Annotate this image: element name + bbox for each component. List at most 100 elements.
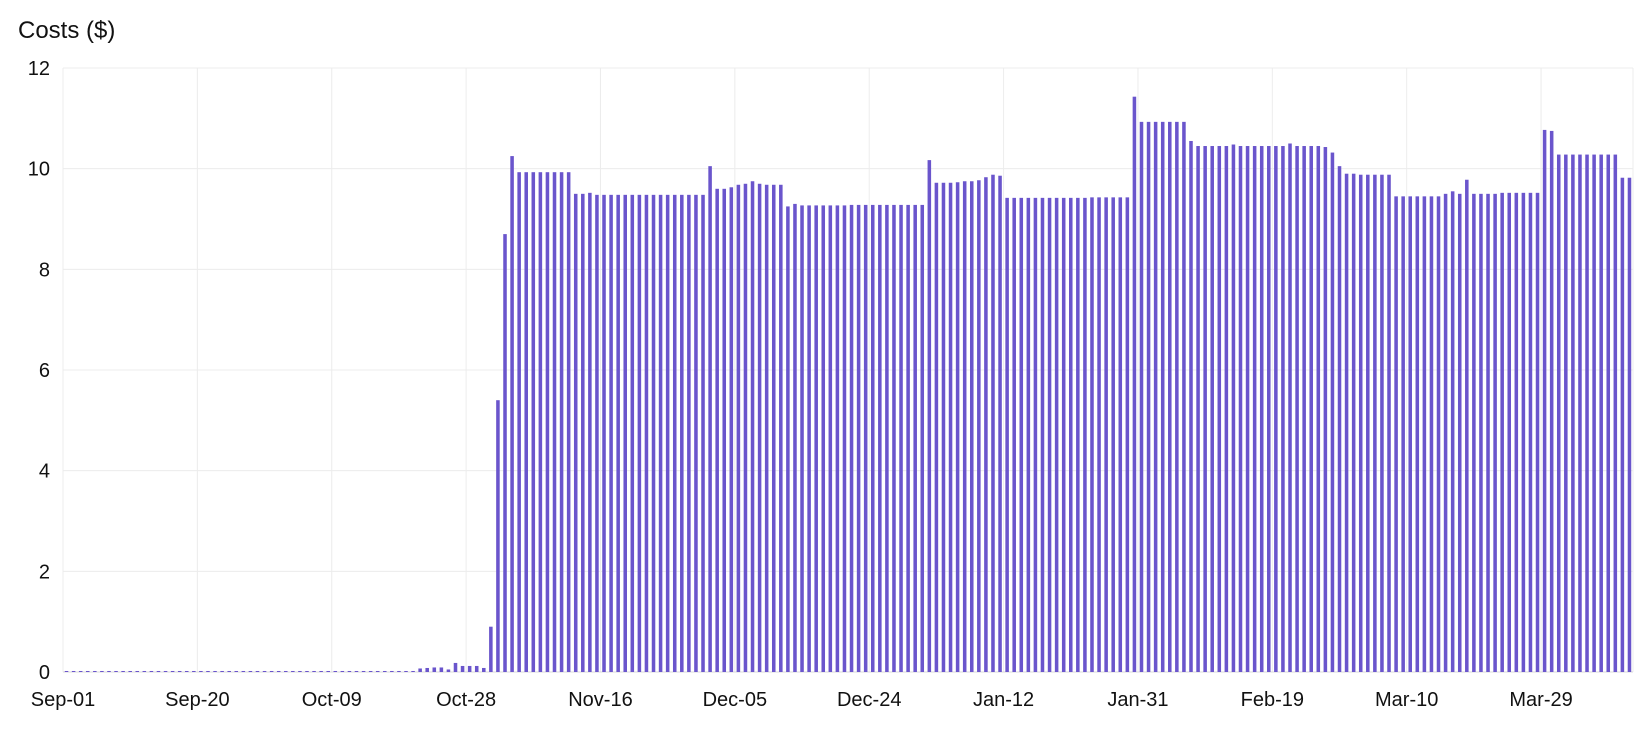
bar[interactable] bbox=[1252, 146, 1257, 672]
bar[interactable] bbox=[538, 172, 543, 672]
bar[interactable] bbox=[665, 194, 670, 672]
bar[interactable] bbox=[573, 193, 578, 672]
bar[interactable] bbox=[984, 177, 988, 672]
bar[interactable] bbox=[517, 172, 521, 672]
bar[interactable] bbox=[948, 182, 953, 672]
bar[interactable] bbox=[503, 234, 507, 672]
bar[interactable] bbox=[1238, 146, 1243, 672]
bar[interactable] bbox=[1585, 154, 1589, 672]
bar[interactable] bbox=[1344, 173, 1349, 672]
bar[interactable] bbox=[1139, 121, 1144, 673]
bar[interactable] bbox=[93, 670, 97, 672]
bar[interactable] bbox=[786, 206, 790, 673]
bar[interactable] bbox=[1189, 140, 1193, 673]
bar[interactable] bbox=[821, 205, 826, 672]
bar[interactable] bbox=[1599, 154, 1603, 672]
bar[interactable] bbox=[1422, 196, 1427, 672]
bar[interactable] bbox=[623, 194, 627, 672]
bar[interactable] bbox=[361, 670, 366, 672]
bar[interactable] bbox=[1613, 154, 1618, 672]
bar[interactable] bbox=[835, 205, 840, 672]
bar[interactable] bbox=[1401, 196, 1405, 672]
bar[interactable] bbox=[326, 670, 330, 672]
bar[interactable] bbox=[524, 172, 528, 672]
bar[interactable] bbox=[856, 204, 861, 672]
bar[interactable] bbox=[1330, 152, 1335, 672]
bar[interactable] bbox=[1316, 146, 1321, 672]
bar[interactable] bbox=[71, 670, 76, 672]
bar[interactable] bbox=[899, 204, 903, 672]
bar[interactable] bbox=[1146, 121, 1151, 673]
bar[interactable] bbox=[241, 670, 246, 672]
bar[interactable] bbox=[1111, 197, 1115, 673]
bar[interactable] bbox=[227, 670, 231, 672]
bar[interactable] bbox=[1047, 197, 1052, 673]
bar[interactable] bbox=[177, 670, 182, 672]
bar[interactable] bbox=[460, 665, 465, 672]
bar[interactable] bbox=[1564, 154, 1568, 672]
bar[interactable] bbox=[1429, 196, 1434, 672]
bar[interactable] bbox=[397, 670, 401, 672]
bar[interactable] bbox=[1394, 196, 1398, 672]
bar[interactable] bbox=[588, 192, 592, 672]
bar[interactable] bbox=[1472, 193, 1476, 672]
bar[interactable] bbox=[1245, 146, 1250, 672]
bar[interactable] bbox=[255, 670, 260, 672]
bar[interactable] bbox=[1231, 144, 1236, 672]
bar[interactable] bbox=[269, 670, 274, 672]
bar[interactable] bbox=[100, 670, 104, 672]
bar[interactable] bbox=[559, 172, 564, 672]
bar[interactable] bbox=[114, 670, 118, 672]
bar[interactable] bbox=[354, 670, 359, 672]
bar[interactable] bbox=[453, 662, 458, 672]
bar[interactable] bbox=[425, 667, 429, 672]
bar[interactable] bbox=[694, 194, 698, 672]
bar[interactable] bbox=[800, 205, 804, 672]
bar[interactable] bbox=[78, 670, 83, 672]
bar[interactable] bbox=[142, 670, 147, 672]
bar[interactable] bbox=[298, 670, 302, 672]
bar[interactable] bbox=[1090, 197, 1094, 673]
bar[interactable] bbox=[913, 204, 917, 672]
bar[interactable] bbox=[991, 174, 995, 672]
bar[interactable] bbox=[1387, 174, 1391, 672]
bar[interactable] bbox=[1408, 196, 1412, 672]
bar[interactable] bbox=[892, 204, 896, 672]
bar[interactable] bbox=[545, 172, 550, 672]
bar[interactable] bbox=[489, 626, 493, 672]
bar[interactable] bbox=[64, 670, 69, 672]
bar[interactable] bbox=[870, 204, 875, 672]
bar[interactable] bbox=[680, 194, 684, 672]
bar[interactable] bbox=[312, 670, 316, 672]
bar[interactable] bbox=[1380, 174, 1384, 672]
bar[interactable] bbox=[1040, 197, 1045, 673]
bar[interactable] bbox=[644, 194, 649, 672]
bar[interactable] bbox=[962, 181, 967, 672]
bar[interactable] bbox=[1620, 177, 1625, 673]
bar[interactable] bbox=[602, 194, 606, 672]
bar[interactable] bbox=[121, 670, 125, 672]
bar[interactable] bbox=[1627, 177, 1632, 673]
bar[interactable] bbox=[1309, 146, 1313, 672]
bar[interactable] bbox=[291, 670, 295, 672]
bar[interactable] bbox=[1019, 197, 1024, 673]
bar[interactable] bbox=[630, 194, 635, 672]
bar[interactable] bbox=[807, 205, 811, 672]
bar[interactable] bbox=[764, 184, 769, 672]
bar[interactable] bbox=[566, 172, 571, 672]
bar[interactable] bbox=[1274, 146, 1278, 672]
bar[interactable] bbox=[637, 194, 642, 672]
bar[interactable] bbox=[658, 194, 663, 672]
bar[interactable] bbox=[1054, 197, 1059, 673]
bar[interactable] bbox=[1210, 146, 1214, 672]
bar[interactable] bbox=[998, 175, 1002, 672]
bar[interactable] bbox=[743, 183, 748, 672]
bar[interactable] bbox=[1182, 121, 1186, 673]
bar[interactable] bbox=[1259, 146, 1264, 672]
bar[interactable] bbox=[934, 182, 939, 672]
bar[interactable] bbox=[1549, 130, 1554, 673]
bar[interactable] bbox=[1351, 173, 1356, 672]
bar[interactable] bbox=[1514, 192, 1519, 672]
bar[interactable] bbox=[368, 670, 373, 672]
bar[interactable] bbox=[814, 205, 818, 672]
